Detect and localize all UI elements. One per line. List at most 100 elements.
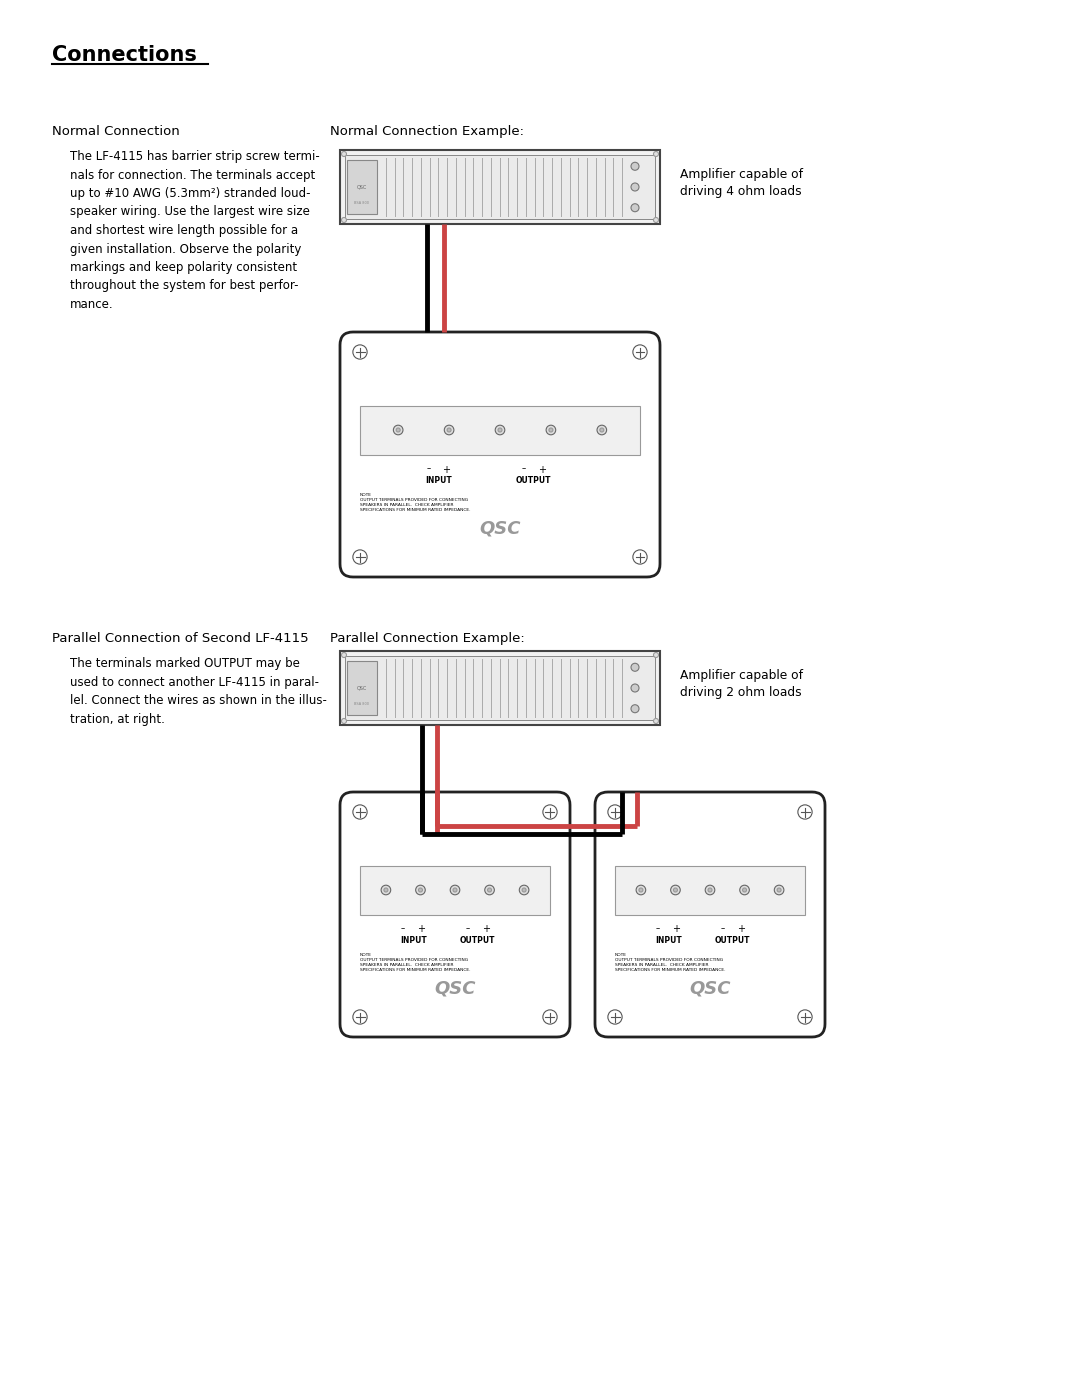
- Circle shape: [631, 685, 639, 692]
- Circle shape: [383, 888, 388, 893]
- Text: Parallel Connection of Second LF-4115: Parallel Connection of Second LF-4115: [52, 631, 309, 645]
- Text: Connections: Connections: [52, 45, 197, 66]
- Text: Amplifier capable of
driving 4 ohm loads: Amplifier capable of driving 4 ohm loads: [680, 168, 804, 198]
- Bar: [340, 651, 660, 725]
- Circle shape: [705, 886, 715, 895]
- Text: –: –: [720, 925, 725, 933]
- Circle shape: [519, 886, 529, 895]
- Bar: [360, 405, 640, 454]
- Circle shape: [418, 888, 422, 893]
- Circle shape: [636, 886, 646, 895]
- Bar: [340, 149, 660, 224]
- Circle shape: [631, 183, 639, 191]
- Circle shape: [522, 888, 526, 893]
- Circle shape: [341, 652, 347, 658]
- Text: +: +: [672, 925, 680, 935]
- Text: INPUT: INPUT: [654, 936, 681, 944]
- Circle shape: [341, 718, 347, 724]
- Text: INPUT: INPUT: [400, 936, 427, 944]
- Text: QSC: QSC: [434, 979, 476, 997]
- Circle shape: [633, 550, 647, 564]
- Text: NOTE
OUTPUT TERMINALS PROVIDED FOR CONNECTING
SPEAKERS IN PARALLEL.  CHECK AMPLI: NOTE OUTPUT TERMINALS PROVIDED FOR CONNE…: [360, 493, 471, 511]
- Circle shape: [543, 805, 557, 819]
- Circle shape: [546, 425, 556, 434]
- Circle shape: [743, 888, 746, 893]
- Text: BSA 800: BSA 800: [354, 201, 369, 205]
- Text: +: +: [482, 925, 490, 935]
- Circle shape: [639, 888, 643, 893]
- Text: NOTE
OUTPUT TERMINALS PROVIDED FOR CONNECTING
SPEAKERS IN PARALLEL.  CHECK AMPLI: NOTE OUTPUT TERMINALS PROVIDED FOR CONNE…: [360, 953, 471, 972]
- Text: +: +: [417, 925, 426, 935]
- Circle shape: [487, 888, 491, 893]
- Circle shape: [450, 886, 460, 895]
- Circle shape: [653, 151, 659, 156]
- Circle shape: [381, 886, 391, 895]
- Circle shape: [353, 550, 367, 564]
- Text: OUTPUT: OUTPUT: [516, 476, 552, 485]
- Bar: [345, 657, 654, 719]
- Circle shape: [653, 652, 659, 658]
- Text: The LF-4115 has barrier strip screw termi-
nals for connection. The terminals ac: The LF-4115 has barrier strip screw term…: [70, 149, 320, 312]
- Text: The terminals marked OUTPUT may be
used to connect another LF-4115 in paral-
lel: The terminals marked OUTPUT may be used …: [70, 657, 327, 725]
- Text: QSC: QSC: [356, 184, 367, 190]
- Circle shape: [453, 888, 457, 893]
- Circle shape: [496, 425, 504, 434]
- Text: +: +: [443, 464, 450, 475]
- Text: Amplifier capable of
driving 2 ohm loads: Amplifier capable of driving 2 ohm loads: [680, 669, 804, 698]
- Text: +: +: [538, 464, 545, 475]
- Circle shape: [599, 427, 604, 432]
- Circle shape: [631, 162, 639, 170]
- Circle shape: [396, 427, 401, 432]
- Text: +: +: [737, 925, 745, 935]
- Bar: [347, 161, 377, 214]
- Text: Parallel Connection Example:: Parallel Connection Example:: [330, 631, 525, 645]
- Bar: [615, 866, 805, 915]
- Circle shape: [631, 704, 639, 712]
- Circle shape: [416, 886, 426, 895]
- Text: –: –: [522, 464, 526, 474]
- Text: QSC: QSC: [356, 686, 367, 690]
- Circle shape: [653, 718, 659, 724]
- Circle shape: [341, 151, 347, 156]
- Text: INPUT: INPUT: [426, 476, 451, 485]
- Text: OUTPUT: OUTPUT: [460, 936, 496, 944]
- Text: BSA 800: BSA 800: [354, 703, 369, 707]
- Bar: [360, 866, 550, 915]
- Circle shape: [631, 664, 639, 672]
- FancyBboxPatch shape: [340, 332, 660, 577]
- Circle shape: [774, 886, 784, 895]
- Circle shape: [798, 805, 812, 819]
- Circle shape: [633, 345, 647, 359]
- Circle shape: [740, 886, 750, 895]
- Circle shape: [778, 888, 781, 893]
- Circle shape: [653, 218, 659, 222]
- Text: OUTPUT: OUTPUT: [715, 936, 751, 944]
- Text: QSC: QSC: [689, 979, 731, 997]
- Text: –: –: [656, 925, 660, 933]
- Circle shape: [631, 204, 639, 212]
- Circle shape: [444, 425, 454, 434]
- Text: NOTE
OUTPUT TERMINALS PROVIDED FOR CONNECTING
SPEAKERS IN PARALLEL.  CHECK AMPLI: NOTE OUTPUT TERMINALS PROVIDED FOR CONNE…: [615, 953, 726, 972]
- Circle shape: [674, 888, 677, 893]
- Text: –: –: [427, 464, 431, 474]
- Text: –: –: [401, 925, 405, 933]
- Text: QSC: QSC: [480, 520, 521, 536]
- Circle shape: [543, 1010, 557, 1024]
- Circle shape: [353, 1010, 367, 1024]
- Circle shape: [798, 1010, 812, 1024]
- Circle shape: [708, 888, 712, 893]
- Text: Normal Connection Example:: Normal Connection Example:: [330, 124, 524, 138]
- Circle shape: [608, 805, 622, 819]
- Circle shape: [393, 425, 403, 434]
- Text: –: –: [465, 925, 470, 933]
- FancyBboxPatch shape: [340, 792, 570, 1037]
- Bar: [345, 155, 654, 219]
- Circle shape: [485, 886, 495, 895]
- Circle shape: [671, 886, 680, 895]
- Circle shape: [353, 805, 367, 819]
- Circle shape: [597, 425, 607, 434]
- Bar: [347, 661, 377, 715]
- Circle shape: [447, 427, 451, 432]
- Circle shape: [353, 345, 367, 359]
- Circle shape: [341, 218, 347, 222]
